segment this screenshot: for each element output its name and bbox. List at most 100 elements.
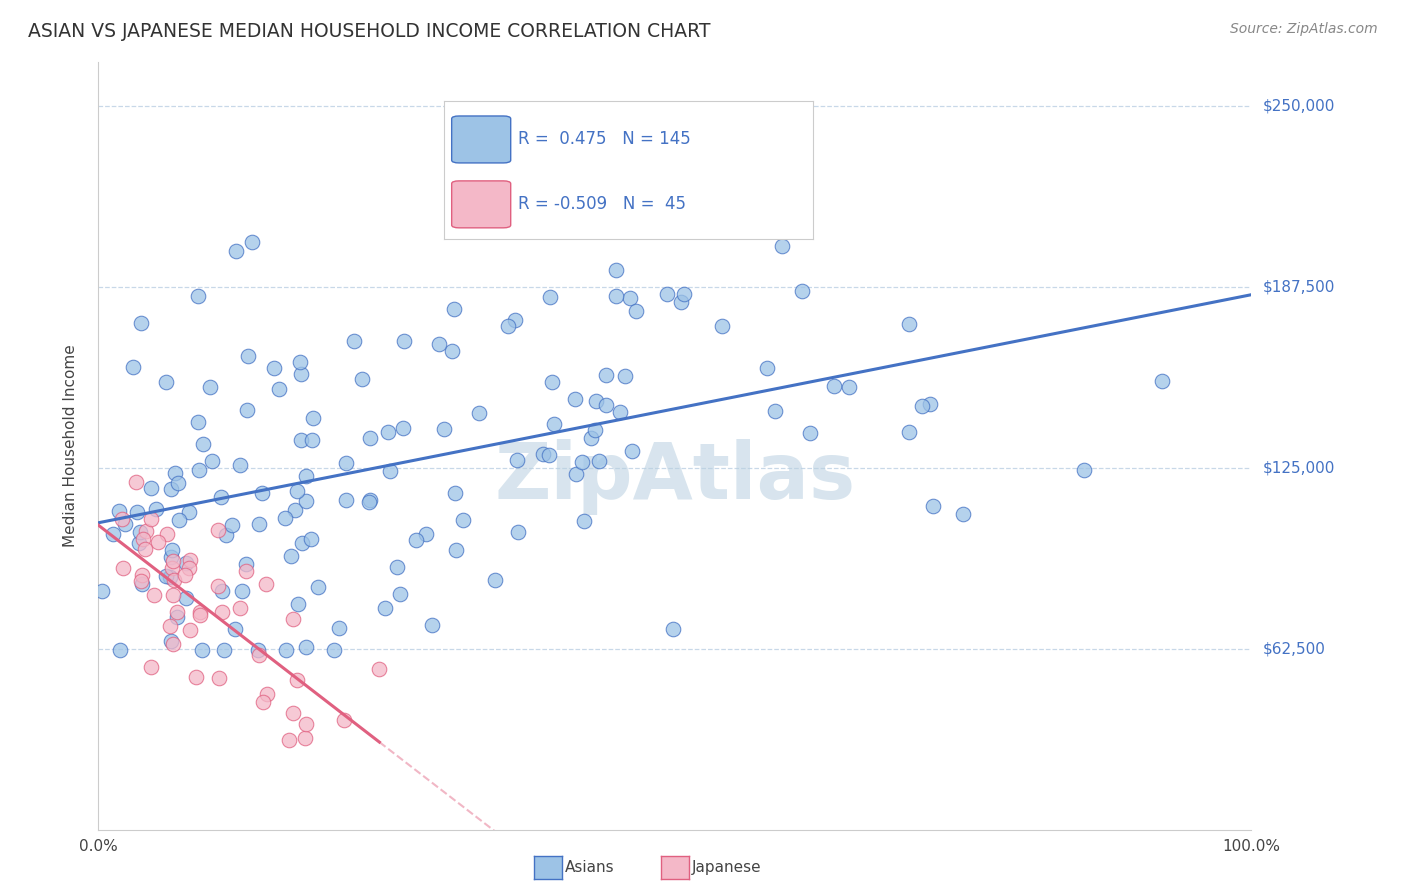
Point [209,490,232,504]
Point [146,534,169,549]
Point [540,375,562,389]
Point [139,481,162,495]
Point [267,382,290,396]
Point [208,671,231,685]
Text: $125,000: $125,000 [1263,460,1334,475]
Point [187,289,209,303]
Point [131,576,153,591]
Point [155,569,177,583]
Point [247,643,270,657]
Point [343,334,366,348]
Point [302,410,325,425]
Point [128,536,150,550]
Point [565,467,588,482]
Point [211,605,233,619]
Point [256,687,278,701]
Point [162,554,184,568]
Point [335,492,357,507]
Point [377,425,399,439]
Point [155,375,177,389]
Point [254,577,277,591]
Point [276,643,298,657]
Point [235,564,257,578]
Text: Japanese: Japanese [692,860,762,875]
Point [90,583,112,598]
Point [571,455,593,469]
Point [198,379,221,393]
Point [278,733,301,747]
Point [132,533,155,547]
Point [287,597,309,611]
Point [763,404,786,418]
Point [247,517,270,532]
Point [619,291,641,305]
Point [328,621,350,635]
Point [159,619,181,633]
Point [294,731,316,745]
Point [101,526,124,541]
Point [186,670,208,684]
Point [583,423,606,437]
Point [427,336,450,351]
Point [174,567,197,582]
Point [177,561,200,575]
Point [711,319,734,334]
Point [444,543,467,558]
Y-axis label: Median Household Income: Median Household Income [63,344,77,548]
Point [274,511,297,525]
Point [135,524,157,539]
Point [295,469,318,483]
Point [108,643,131,657]
Point [163,573,186,587]
Point [247,648,270,662]
Point [673,287,696,301]
Point [285,484,308,499]
Point [335,456,357,470]
Point [307,580,329,594]
Point [159,549,181,564]
Point [799,426,821,441]
Point [823,379,845,393]
Point [179,624,201,638]
Point [609,405,631,419]
Point [160,634,183,648]
Point [252,695,274,709]
Point [129,316,152,330]
Point [790,284,813,298]
Point [284,503,307,517]
Point [159,570,181,584]
Point [291,536,314,550]
Point [129,524,152,539]
Point [207,523,229,537]
Point [187,416,209,430]
Point [166,605,188,619]
Point [443,486,465,500]
Point [229,458,252,472]
Point [756,361,779,376]
Point [212,643,235,657]
Point [190,605,212,619]
Point [389,587,412,601]
Point [422,618,444,632]
Point [124,475,146,490]
Point [619,157,641,171]
Point [156,526,179,541]
Point [770,239,793,253]
Point [897,317,920,331]
Text: $250,000: $250,000 [1263,98,1334,113]
Point [1073,463,1095,477]
Point [484,574,506,588]
Point [595,398,617,412]
Point [614,368,637,383]
Point [294,640,316,654]
Point [112,560,135,574]
Point [443,301,465,316]
Point [179,553,201,567]
Point [368,662,391,676]
Point [142,588,165,602]
Point [188,607,211,622]
Point [394,334,416,348]
Point [294,494,316,508]
Point [605,288,627,302]
Point [139,511,162,525]
